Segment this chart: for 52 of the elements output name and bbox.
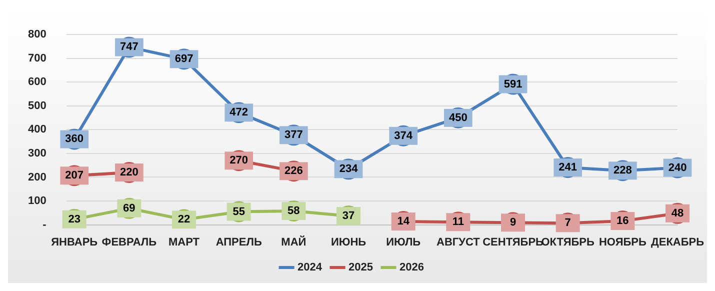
y-tick-label: - (42, 218, 47, 231)
y-tick-label: 200 (28, 171, 46, 184)
data-label: 234 (339, 163, 359, 176)
x-tick-label: МАРТ (168, 236, 200, 248)
y-tick-label: 600 (28, 76, 46, 88)
data-label: 55 (232, 206, 245, 218)
data-label: 241 (558, 162, 578, 174)
data-label: 472 (230, 106, 248, 119)
data-label: 207 (65, 170, 84, 182)
data-label: 23 (68, 213, 80, 226)
data-label: 11 (452, 216, 464, 228)
data-label: 220 (120, 166, 138, 179)
data-label: 591 (504, 78, 522, 90)
data-label: 374 (394, 130, 414, 142)
y-tick-label: 100 (28, 195, 46, 208)
data-label: 9 (510, 216, 516, 229)
data-label: 270 (230, 154, 248, 167)
data-label: 22 (178, 214, 190, 226)
y-tick-label: 800 (28, 28, 46, 41)
x-tick-label: ЯНВАРЬ (51, 236, 98, 248)
x-tick-label: СЕНТЯБРЬ (482, 236, 544, 248)
y-tick-label: 400 (28, 124, 46, 136)
x-tick-label: АВГУСТ (436, 236, 480, 248)
data-label: 69 (123, 202, 136, 214)
data-label: 7 (564, 217, 571, 230)
x-tick-label: ОКТЯБРЬ (541, 236, 595, 248)
data-label: 240 (668, 162, 687, 174)
x-tick-label: ДЕКАБРЬ (651, 236, 704, 248)
x-tick-label: ИЮЛЬ (386, 236, 421, 248)
data-label: 228 (614, 164, 632, 177)
legend-label: 2026 (399, 262, 424, 274)
data-label: 747 (120, 41, 138, 54)
data-label: 37 (342, 210, 355, 222)
legend-label: 2025 (348, 262, 373, 274)
data-label: 58 (288, 205, 300, 218)
x-tick-label: ФЕВРАЛЬ (102, 236, 157, 248)
data-label: 360 (65, 133, 84, 146)
data-label: 450 (449, 112, 468, 124)
data-label: 48 (671, 207, 684, 220)
x-tick-label: АПРЕЛЬ (216, 236, 262, 248)
x-tick-label: МАЙ (281, 235, 306, 248)
y-tick-label: 500 (28, 100, 46, 112)
data-label: 226 (284, 165, 303, 178)
data-label: 377 (284, 129, 303, 142)
y-tick-label: 700 (28, 52, 46, 64)
x-tick-label: ИЮНЬ (330, 236, 366, 248)
y-tick-label: 300 (28, 148, 46, 160)
data-label: 14 (397, 216, 410, 228)
data-label: 16 (616, 215, 629, 228)
x-tick-label: НОЯБРЬ (598, 236, 646, 248)
data-label: 697 (174, 53, 194, 66)
legend-label: 2024 (298, 262, 323, 274)
